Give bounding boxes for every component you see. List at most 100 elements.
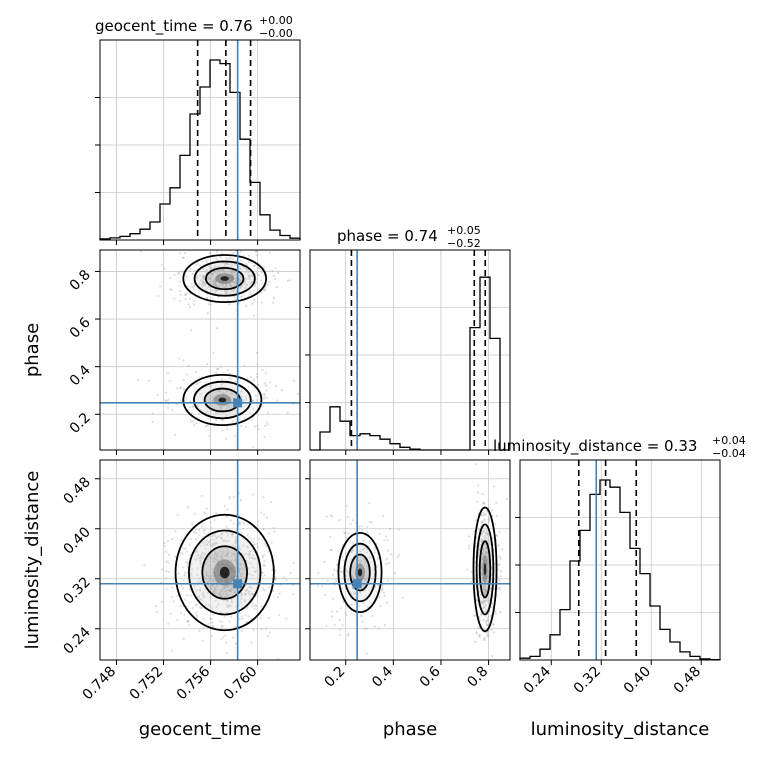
scatter-point: [351, 549, 354, 552]
scatter-point: [381, 587, 384, 591]
scatter-point: [222, 403, 225, 406]
scatter-point: [364, 560, 367, 563]
scatter-point: [200, 525, 204, 528]
scatter-point: [238, 286, 242, 290]
scatter-point: [182, 587, 185, 590]
scatter-point: [234, 570, 237, 573]
scatter-point: [485, 532, 488, 535]
scatter-point: [195, 422, 198, 425]
scatter-point: [483, 628, 486, 631]
scatter-point: [202, 267, 205, 270]
scatter-point: [224, 286, 227, 289]
panel-background: [100, 460, 300, 660]
scatter-point: [214, 264, 217, 267]
scatter-point: [364, 578, 367, 581]
scatter-point: [248, 572, 251, 576]
scatter-point: [226, 291, 230, 294]
scatter-point: [485, 619, 488, 623]
scatter-point: [487, 615, 490, 618]
scatter-point: [165, 560, 168, 563]
scatter-point: [203, 275, 206, 278]
scatter-point: [216, 393, 219, 397]
scatter-point: [188, 297, 191, 300]
scatter-point: [195, 603, 198, 606]
scatter-point: [229, 567, 233, 571]
scatter-point: [385, 557, 388, 560]
scatter-point: [486, 575, 489, 579]
scatter-point: [235, 539, 238, 542]
scatter-point: [487, 577, 490, 580]
scatter-point: [248, 261, 251, 264]
scatter-point: [228, 275, 231, 278]
scatter-point: [201, 277, 204, 280]
scatter-point: [200, 598, 203, 601]
scatter-point: [349, 603, 352, 606]
scatter-point: [486, 580, 489, 583]
scatter-point: [147, 379, 151, 382]
scatter-point: [215, 271, 218, 274]
scatter-point: [485, 589, 488, 592]
scatter-point: [181, 566, 185, 569]
scatter-point: [245, 607, 248, 610]
panel-luminosity-distance-vs-phase: 0.2 0.4 0.6 0.8: [305, 459, 511, 691]
scatter-point: [225, 641, 228, 644]
scatter-point: [484, 590, 487, 593]
scatter-point: [182, 388, 185, 391]
scatter-point: [209, 617, 212, 621]
scatter-point: [221, 429, 224, 432]
scatter-point: [496, 563, 500, 566]
scatter-point: [344, 611, 348, 615]
x-tick-label-geocent-time-0: 0.748: [80, 664, 120, 704]
scatter-point: [214, 574, 218, 578]
scatter-point: [296, 392, 299, 395]
scatter-point: [199, 589, 202, 592]
scatter-point: [143, 564, 146, 567]
scatter-point: [209, 617, 212, 620]
scatter-point: [233, 271, 236, 274]
scatter-point: [213, 589, 216, 592]
scatter-point: [260, 511, 263, 514]
scatter-point: [487, 516, 491, 519]
scatter-point: [240, 630, 243, 633]
scatter-point: [481, 565, 484, 568]
scatter-point: [218, 272, 222, 275]
scatter-point: [205, 507, 208, 510]
scatter-point: [190, 567, 194, 571]
scatter-point: [499, 557, 502, 560]
scatter-point: [268, 251, 272, 254]
scatter-point: [484, 592, 487, 595]
scatter-point: [255, 399, 259, 402]
scatter-point: [485, 551, 488, 554]
scatter-point: [225, 554, 228, 557]
scatter-point: [274, 578, 277, 581]
scatter-point: [186, 285, 190, 288]
scatter-point: [215, 284, 218, 287]
scatter-point: [163, 267, 167, 270]
scatter-point: [362, 601, 365, 605]
scatter-point: [230, 270, 233, 273]
scatter-point: [183, 293, 187, 296]
scatter-point: [180, 400, 183, 403]
scatter-point: [239, 259, 243, 262]
scatter-point: [174, 555, 177, 558]
scatter-point: [485, 536, 488, 539]
scatter-point: [487, 521, 491, 524]
scatter-point: [196, 262, 199, 265]
scatter-point: [206, 410, 209, 413]
scatter-point: [206, 312, 210, 315]
scatter-point: [358, 550, 361, 553]
y-tick-label-luminosity-distance-2: 0.40: [60, 524, 93, 557]
scatter-point: [254, 394, 258, 397]
scatter-point: [341, 555, 344, 559]
scatter-point: [220, 624, 223, 627]
scatter-point: [261, 556, 265, 559]
scatter-point: [329, 514, 333, 517]
scatter-point: [480, 539, 483, 542]
scatter-point: [235, 277, 238, 280]
scatter-point: [240, 389, 243, 393]
scatter-point: [257, 273, 260, 277]
scatter-point: [253, 314, 256, 317]
scatter-point: [498, 530, 501, 534]
scatter-point: [379, 604, 382, 608]
scatter-point: [220, 557, 223, 561]
